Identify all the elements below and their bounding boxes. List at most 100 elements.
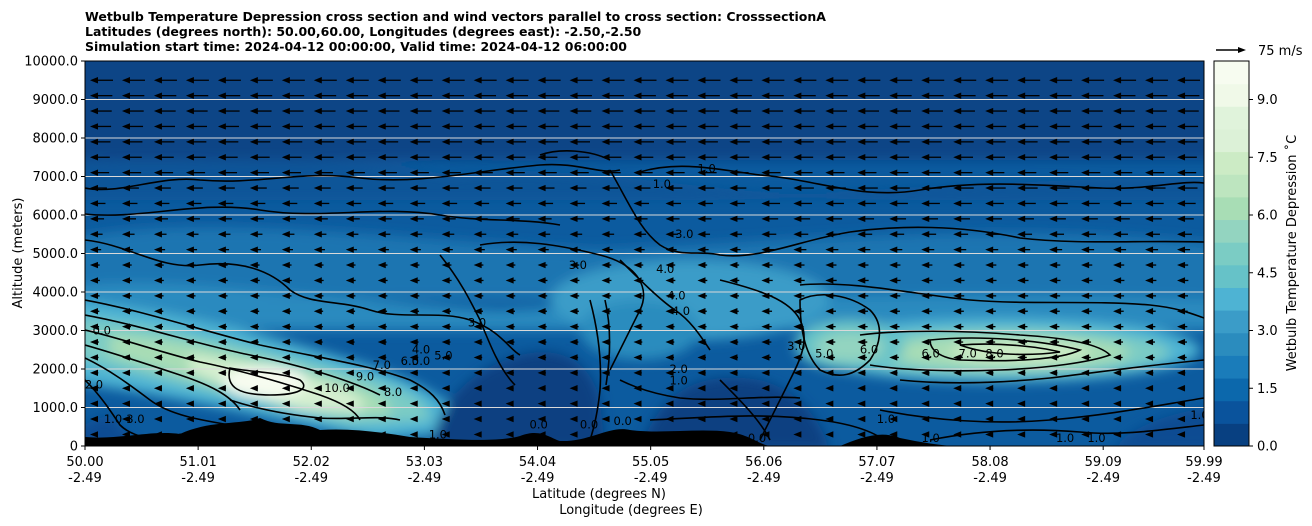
wind-vector-head [633,77,642,84]
contour-label: 10.0 [324,381,350,395]
wind-vector-head [793,231,802,238]
wind-vector-head [953,385,962,392]
wind-vector-head [953,415,962,423]
wind-vector-head [1017,184,1026,192]
wind-vector-head [729,200,738,207]
contour-label: 1.0 [104,412,122,426]
wind-vector-head [921,246,930,253]
wind-vector-head [505,338,514,346]
wind-vector-head [537,431,546,438]
wind-vector-head [665,292,674,300]
wind-vector-head [1049,308,1058,315]
wind-vector-head [90,123,98,130]
wind-vector-head [377,169,386,176]
wind-vector-head [665,246,674,253]
wind-vector-head [1113,154,1122,161]
colorbar: 0.0 1.5 3.0 4.5 6.0 7.5 9.0 [1213,60,1278,455]
wind-vector-head [601,338,610,346]
wind-vector-head [90,215,98,223]
wind-vector-head [985,292,994,300]
wind-vector-head [761,184,770,192]
wind-vector-head [793,277,802,284]
wind-vector-head [217,107,226,115]
wind-vector-head [473,184,482,192]
wind-vector-head [697,354,706,361]
wind-vector-head [761,369,770,377]
wind-vector-head [249,308,258,315]
contour-label: 9.0 [356,370,374,384]
wind-vector-head [185,415,194,423]
wind-vector-head [153,123,162,130]
wind-vector-head [313,308,322,315]
wind-vector-head [505,246,514,253]
wind-vector-head [793,107,802,115]
wind-vector-head [1081,431,1090,438]
wind-vector-head [473,431,482,438]
wind-vector-head [665,215,674,223]
wind-vector-head [185,246,194,253]
wind-vector-head [1113,77,1122,84]
filled-contour-field [85,61,1204,446]
wind-vector-head [185,338,194,346]
wind-vector-head [985,261,994,269]
wind-vector-head [409,92,418,99]
wind-vector-head [90,431,98,438]
wind-vector-head [1049,92,1058,99]
wind-vector-head [313,154,322,161]
wind-vector-head [761,246,770,253]
wind-vector-head [537,138,546,146]
wind-vector-head [90,169,98,176]
wind-vector-head [857,77,866,84]
wind-vector-head [377,231,386,238]
wind-vector-head [697,184,706,192]
wind-vector-head [313,231,322,238]
wind-vector-head [857,107,866,115]
wind-vector-head [185,215,194,223]
wind-vector-head [153,369,162,377]
wind-vector-head [665,369,674,377]
colorbar-segment [1214,355,1249,379]
wind-vector-head [953,354,962,361]
wind-vector-head [825,292,834,300]
wind-vector-head [505,154,514,161]
wind-vector-head [121,400,130,407]
wind-vector-head [1017,138,1026,146]
chart-title-line-2: Latitudes (degrees north): 50.00,60.00, … [85,24,642,39]
wind-vector-head [409,292,418,300]
wind-vector-head [217,354,226,361]
y-axis: 0 1000.0 2000.0 3000.0 4000.0 5000.0 6000.0 700… [24,55,85,455]
wind-vector-head [185,123,194,130]
wind-vector-head [313,292,322,300]
wind-vector-head [985,154,994,161]
wind-vector-head [1049,354,1058,361]
x-tick-label-lon: -2.49 [181,471,215,486]
wind-vector-head [217,261,226,269]
wind-vector-head [1113,323,1122,330]
wind-vector-head [505,369,514,377]
wind-vector-head [697,261,706,269]
wind-vector-head [441,107,450,115]
wind-vector-head [1017,308,1026,315]
wind-vector-head [377,308,386,315]
wind-vector-head [729,369,738,377]
wind-vector-head [281,277,290,284]
wind-vector-head [793,123,802,130]
colorbar-segment [1214,423,1249,447]
wind-vector-head [665,431,674,438]
wind-vector-head [633,400,642,407]
wind-vector-head [1017,107,1026,115]
wind-vector-head [537,231,546,238]
wind-vector-head [377,92,386,99]
wind-vector-head [1145,123,1154,130]
wind-vector-head [185,154,194,161]
wind-vector-head [889,323,898,330]
wind-vector-head [665,169,674,176]
wind-vector-head [505,123,514,130]
wind-vector-head [953,246,962,253]
wind-vector-head [793,169,802,176]
wind-vector-head [953,292,962,300]
wind-vector-head [697,200,706,207]
wind-vector-head [441,277,450,284]
wind-vector-head [281,246,290,253]
wind-vector-head [153,292,162,300]
